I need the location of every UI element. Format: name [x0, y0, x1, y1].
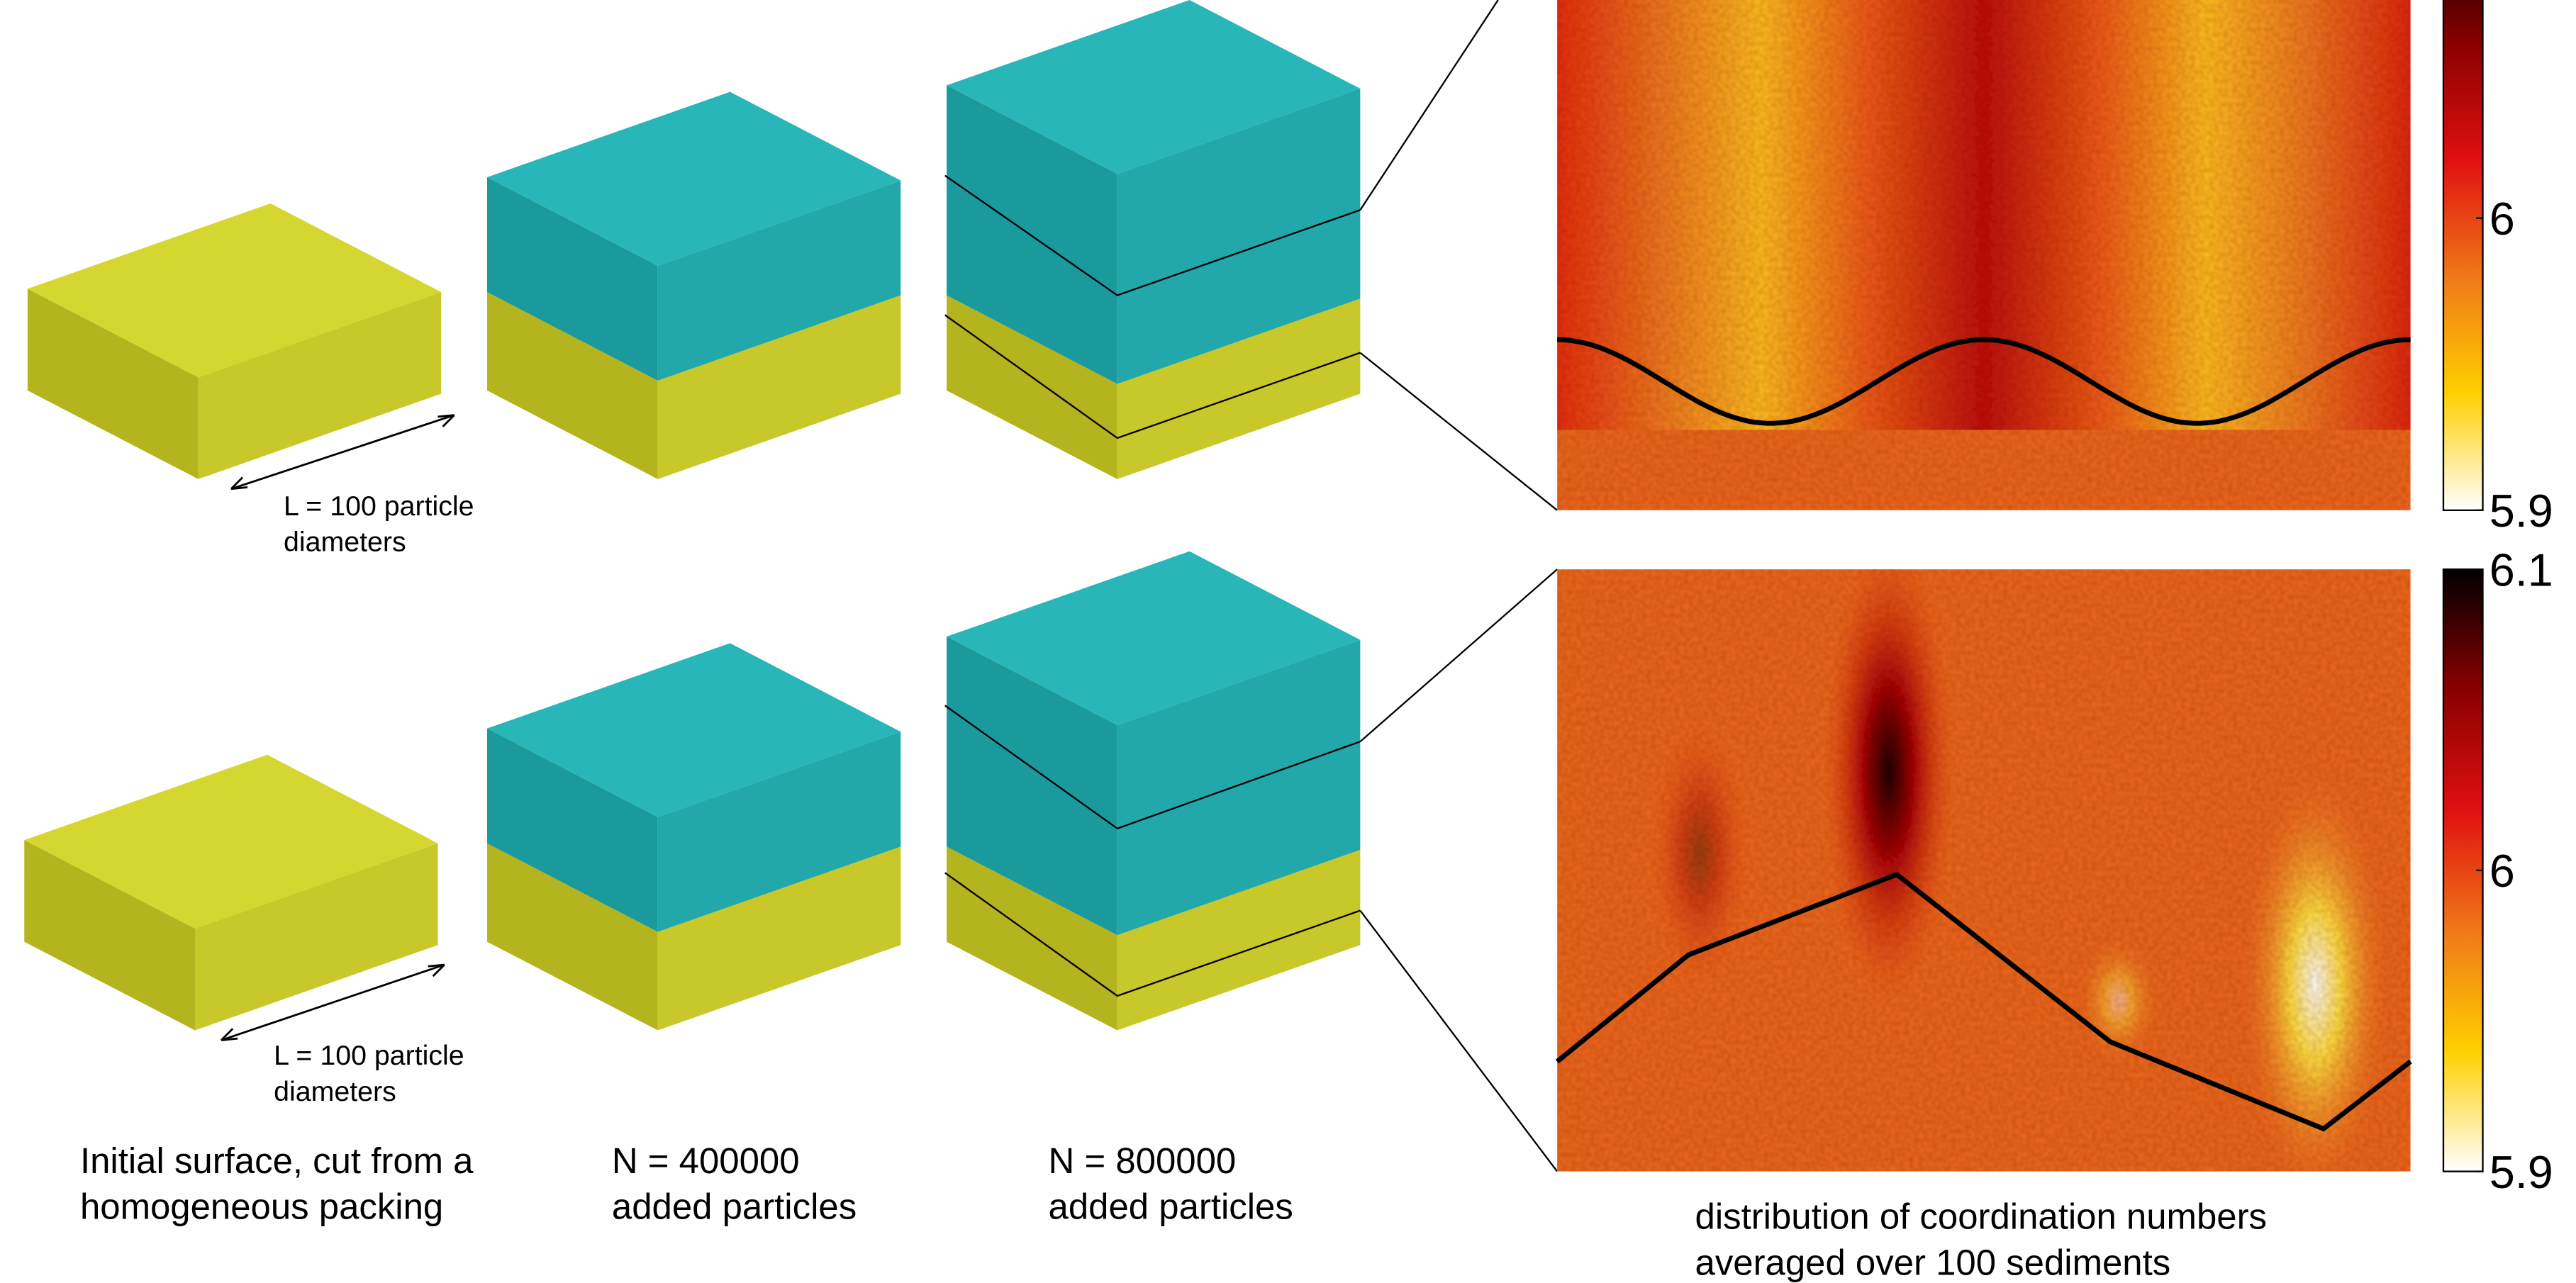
- caption: added particles: [612, 1187, 857, 1227]
- caption: N = 800000: [1049, 1141, 1237, 1181]
- figure: 5.96 5.966.1 L = 100 particle diameters …: [0, 0, 2576, 1283]
- colorbar-tick-label: 6.1: [2489, 544, 2553, 595]
- caption: N = 400000: [612, 1141, 800, 1181]
- heatmap-caption: averaged over 100 sediments: [1695, 1242, 2171, 1282]
- heatmap-top: [1557, 0, 2411, 510]
- colorbar-tick-label: 6: [2489, 845, 2515, 897]
- colorbar-bottom: 5.9 6 6.1: [2443, 544, 2553, 1197]
- caption: Initial surface, cut from a: [80, 1141, 474, 1181]
- scale-label: L = 100 particle: [284, 491, 474, 522]
- caption: homogeneous packing: [80, 1187, 443, 1227]
- connector-lines: [1360, 0, 1557, 1172]
- heatmap-bottom: [1557, 542, 2411, 1198]
- scale-label: L = 100 particle: [274, 1040, 464, 1071]
- particle-blocks: [24, 0, 1360, 1031]
- heatmap-caption: distribution of coordination numbers: [1695, 1197, 2267, 1237]
- colorbar-tick-label: 5.9: [2489, 485, 2553, 537]
- colorbar-tick-label: 5.9: [2489, 1146, 2553, 1198]
- colorbar-tick-label: 6: [2489, 193, 2515, 245]
- scale-label: diameters: [274, 1076, 396, 1107]
- scale-label: diameters: [284, 527, 406, 558]
- caption: added particles: [1049, 1187, 1293, 1227]
- colorbar-top: 5.96: [2443, 0, 2553, 537]
